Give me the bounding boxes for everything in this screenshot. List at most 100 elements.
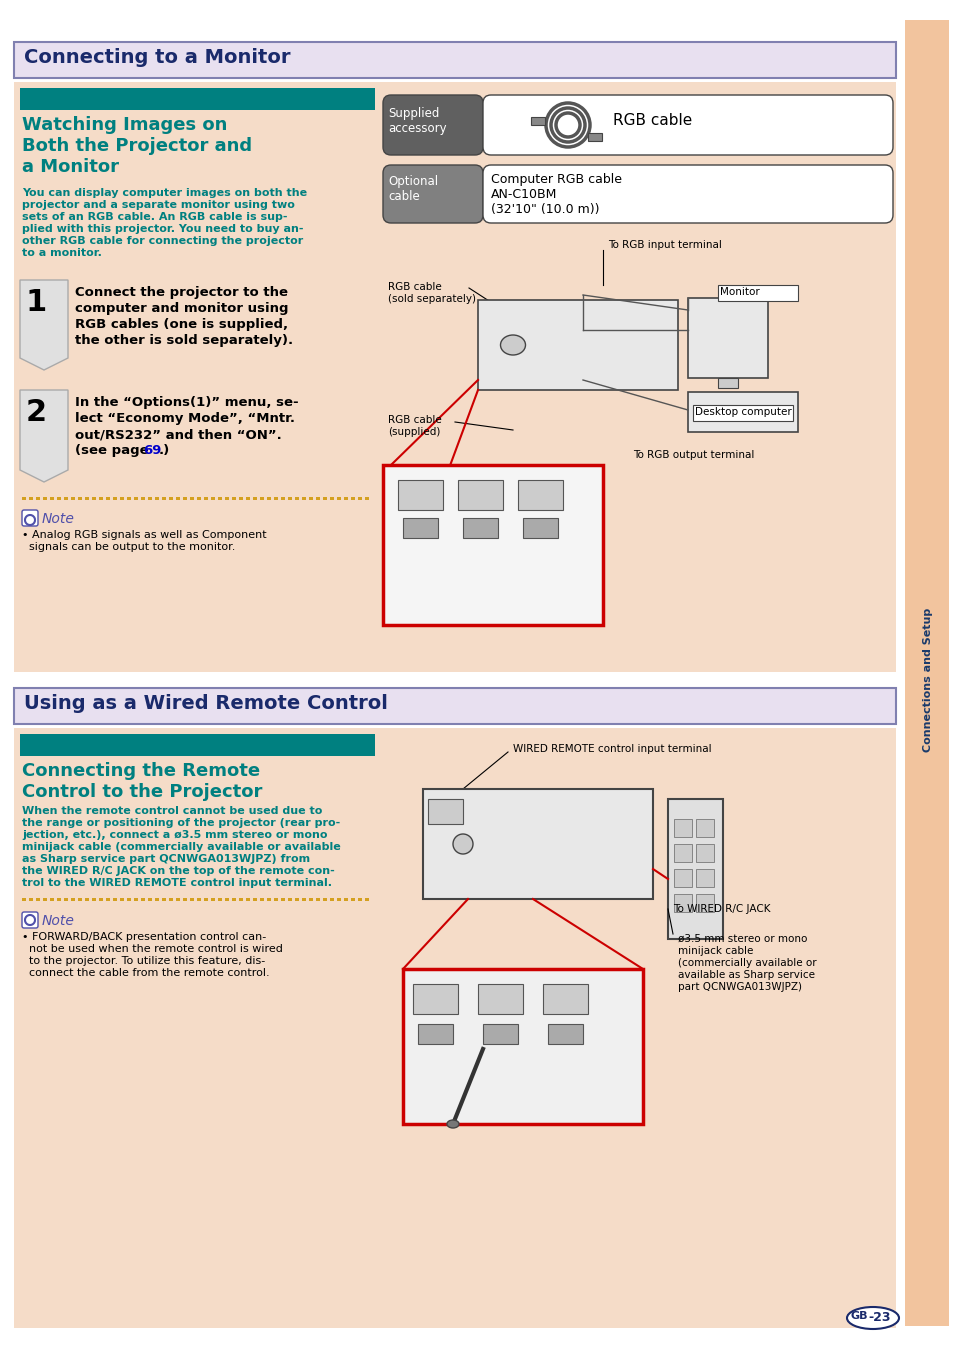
Bar bbox=[288, 898, 292, 900]
Bar bbox=[14, 688, 895, 724]
Text: Desktop computer: Desktop computer bbox=[695, 406, 791, 417]
Bar bbox=[315, 497, 319, 499]
Bar bbox=[336, 497, 340, 499]
Bar bbox=[148, 497, 152, 499]
Bar bbox=[85, 898, 89, 900]
Bar bbox=[477, 300, 678, 390]
Bar bbox=[183, 898, 187, 900]
Bar bbox=[162, 898, 166, 900]
Bar bbox=[22, 898, 26, 900]
Bar bbox=[330, 497, 334, 499]
Bar bbox=[106, 898, 110, 900]
Text: Watching Images on
Both the Projector and
a Monitor: Watching Images on Both the Projector an… bbox=[22, 116, 252, 175]
Bar bbox=[522, 518, 558, 538]
Text: WIRED REMOTE control input terminal: WIRED REMOTE control input terminal bbox=[513, 744, 711, 754]
Bar bbox=[183, 497, 187, 499]
Bar bbox=[196, 898, 201, 900]
Bar bbox=[315, 898, 319, 900]
Bar bbox=[267, 497, 271, 499]
Bar bbox=[351, 898, 355, 900]
Text: the other is sold separately).: the other is sold separately). bbox=[75, 334, 293, 347]
Text: Monitor: Monitor bbox=[720, 287, 759, 297]
Bar bbox=[336, 898, 340, 900]
Bar bbox=[246, 497, 250, 499]
Bar bbox=[542, 984, 587, 1014]
Text: To WIRED R/C JACK: To WIRED R/C JACK bbox=[672, 905, 770, 914]
Text: sets of an RGB cable. An RGB cable is sup-: sets of an RGB cable. An RGB cable is su… bbox=[22, 213, 287, 222]
Bar bbox=[127, 898, 131, 900]
Bar bbox=[175, 497, 180, 499]
Bar bbox=[357, 898, 361, 900]
Bar bbox=[175, 898, 180, 900]
Bar bbox=[99, 497, 103, 499]
Bar bbox=[204, 898, 208, 900]
Bar bbox=[36, 898, 40, 900]
Text: Using as a Wired Remote Control: Using as a Wired Remote Control bbox=[24, 695, 388, 713]
Bar bbox=[190, 898, 193, 900]
Bar bbox=[211, 497, 214, 499]
Text: GB: GB bbox=[850, 1311, 867, 1320]
Bar bbox=[531, 117, 544, 125]
Bar bbox=[133, 898, 138, 900]
Bar bbox=[253, 497, 256, 499]
Bar bbox=[673, 818, 691, 837]
Bar bbox=[64, 497, 68, 499]
Text: In the “Options(1)” menu, se-: In the “Options(1)” menu, se- bbox=[75, 396, 298, 409]
Bar bbox=[99, 898, 103, 900]
Bar bbox=[281, 497, 285, 499]
Ellipse shape bbox=[846, 1307, 898, 1329]
Bar bbox=[281, 898, 285, 900]
Text: When the remote control cannot be used due to: When the remote control cannot be used d… bbox=[22, 806, 322, 816]
Bar bbox=[294, 497, 298, 499]
Bar bbox=[274, 898, 277, 900]
Bar bbox=[169, 497, 172, 499]
Text: Computer RGB cable
AN-C10BM
(32'10" (10.0 m)): Computer RGB cable AN-C10BM (32'10" (10.… bbox=[491, 174, 621, 215]
Bar bbox=[397, 481, 442, 510]
Bar bbox=[29, 497, 33, 499]
Bar bbox=[91, 497, 96, 499]
Bar bbox=[225, 497, 229, 499]
Text: Connections and Setup: Connections and Setup bbox=[923, 608, 932, 752]
Text: RGB cable: RGB cable bbox=[613, 113, 692, 128]
Bar bbox=[239, 898, 243, 900]
FancyBboxPatch shape bbox=[382, 96, 482, 155]
Text: to a monitor.: to a monitor. bbox=[22, 248, 102, 258]
Bar bbox=[154, 497, 159, 499]
Bar bbox=[14, 82, 895, 672]
Bar bbox=[302, 497, 306, 499]
Bar bbox=[417, 1024, 453, 1044]
Bar bbox=[232, 898, 235, 900]
Text: ø3.5 mm stereo or mono: ø3.5 mm stereo or mono bbox=[678, 934, 806, 944]
Bar bbox=[78, 497, 82, 499]
Text: (sold separately): (sold separately) bbox=[388, 293, 476, 304]
Text: other RGB cable for connecting the projector: other RGB cable for connecting the proje… bbox=[22, 236, 303, 246]
Bar bbox=[20, 87, 375, 666]
Bar bbox=[50, 497, 54, 499]
Text: Connecting to a Monitor: Connecting to a Monitor bbox=[24, 48, 291, 67]
Bar bbox=[20, 87, 375, 110]
Bar bbox=[288, 497, 292, 499]
Bar bbox=[365, 898, 369, 900]
Bar bbox=[687, 392, 797, 432]
Polygon shape bbox=[20, 280, 68, 370]
Bar bbox=[382, 464, 602, 625]
Bar bbox=[71, 497, 75, 499]
Bar bbox=[330, 898, 334, 900]
Text: (see page: (see page bbox=[75, 444, 153, 458]
Bar bbox=[547, 1024, 582, 1044]
Bar bbox=[344, 497, 348, 499]
Bar bbox=[696, 870, 713, 887]
FancyBboxPatch shape bbox=[22, 510, 38, 526]
Bar bbox=[14, 728, 895, 1329]
FancyBboxPatch shape bbox=[482, 96, 892, 155]
Bar bbox=[673, 870, 691, 887]
Text: 1: 1 bbox=[26, 288, 48, 318]
Bar bbox=[133, 497, 138, 499]
Bar bbox=[294, 898, 298, 900]
Bar bbox=[218, 497, 222, 499]
Bar bbox=[260, 497, 264, 499]
Bar bbox=[162, 497, 166, 499]
Text: Connect the projector to the: Connect the projector to the bbox=[75, 285, 288, 299]
Bar bbox=[477, 984, 522, 1014]
Bar bbox=[112, 898, 117, 900]
